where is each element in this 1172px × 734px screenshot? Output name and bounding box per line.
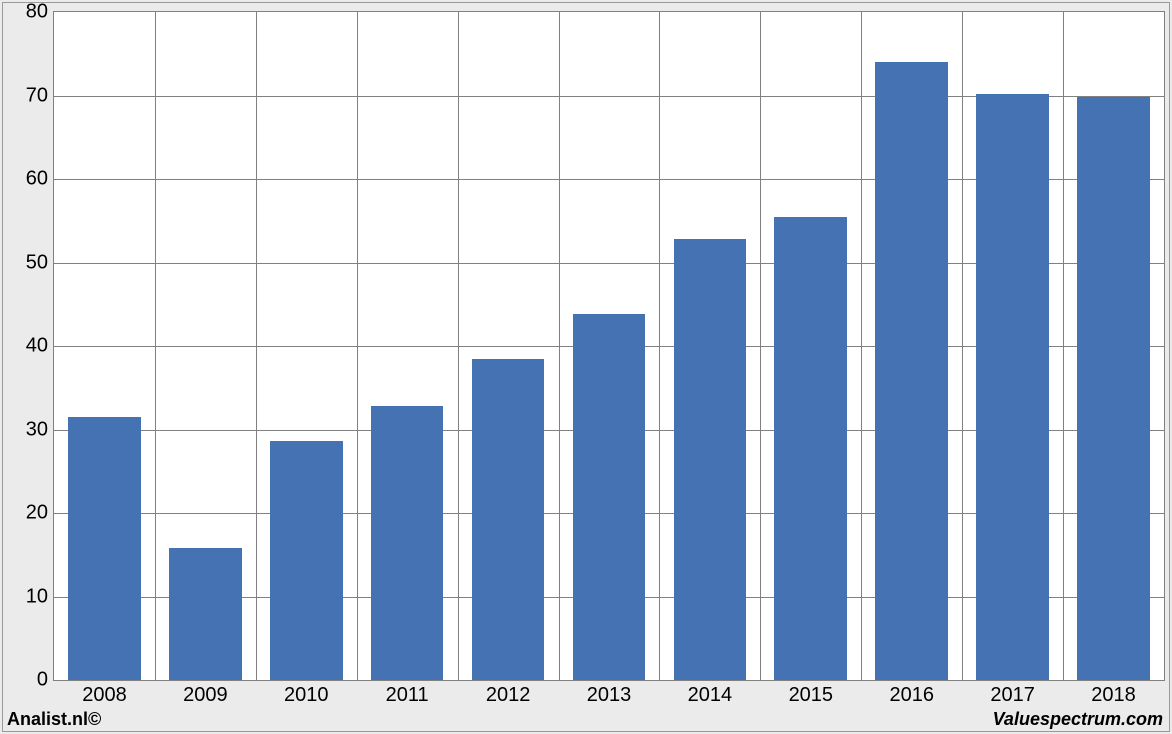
gridline-vertical xyxy=(256,12,257,680)
x-tick-label: 2010 xyxy=(284,684,329,707)
x-tick-label: 2012 xyxy=(486,684,531,707)
y-tick-label: 70 xyxy=(26,84,48,107)
bar xyxy=(169,548,242,680)
x-tick-label: 2009 xyxy=(183,684,228,707)
gridline-vertical xyxy=(659,12,660,680)
gridline-vertical xyxy=(357,12,358,680)
bar xyxy=(472,359,545,680)
y-tick-label: 20 xyxy=(26,502,48,525)
bar xyxy=(371,406,444,680)
y-tick-label: 10 xyxy=(26,585,48,608)
gridline-vertical xyxy=(458,12,459,680)
chart-frame: 0 10 20 30 40 50 60 70 80 2008 2009 2010 2011 2012 201… xyxy=(2,2,1170,732)
bar xyxy=(674,239,747,680)
x-tick-label: 2008 xyxy=(82,684,127,707)
x-tick-label: 2015 xyxy=(789,684,834,707)
y-tick-label: 80 xyxy=(26,1,48,24)
y-tick-label: 30 xyxy=(26,418,48,441)
bar xyxy=(976,94,1049,680)
credit-right: Valuespectrum.com xyxy=(993,709,1163,730)
gridline-vertical xyxy=(1063,12,1064,680)
bar xyxy=(875,62,948,680)
gridline-vertical xyxy=(962,12,963,680)
x-tick-label: 2018 xyxy=(1091,684,1136,707)
plot-area: 0102030405060708020082009201020112012201… xyxy=(53,11,1165,681)
credit-left: Analist.nl© xyxy=(7,709,101,730)
bar xyxy=(1077,97,1150,680)
x-tick-label: 2017 xyxy=(990,684,1035,707)
x-tick-label: 2011 xyxy=(386,684,429,707)
y-tick-label: 60 xyxy=(26,168,48,191)
gridline-vertical xyxy=(559,12,560,680)
x-tick-label: 2014 xyxy=(688,684,733,707)
y-tick-label: 50 xyxy=(26,251,48,274)
gridline-vertical xyxy=(760,12,761,680)
bar xyxy=(774,217,847,680)
x-tick-label: 2016 xyxy=(889,684,934,707)
bar xyxy=(68,417,141,680)
y-tick-label: 0 xyxy=(37,669,48,692)
gridline-vertical xyxy=(861,12,862,680)
gridline-vertical xyxy=(155,12,156,680)
x-tick-label: 2013 xyxy=(587,684,632,707)
y-tick-label: 40 xyxy=(26,335,48,358)
bar xyxy=(573,314,646,680)
bar xyxy=(270,441,343,680)
